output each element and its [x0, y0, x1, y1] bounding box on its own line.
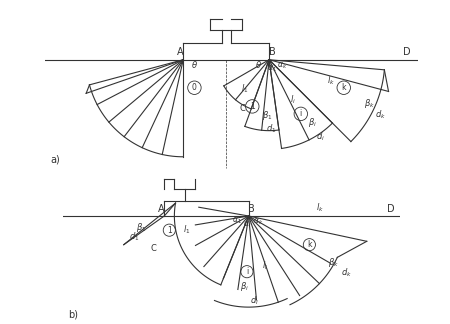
Text: D: D	[387, 204, 394, 214]
Text: $d_i$: $d_i$	[316, 131, 324, 144]
Text: $l_k$: $l_k$	[327, 75, 335, 87]
Text: $l_1$: $l_1$	[183, 224, 190, 237]
Text: $\theta$: $\theta$	[191, 59, 198, 70]
Text: C: C	[240, 104, 246, 113]
Text: 1: 1	[167, 226, 172, 235]
Text: k: k	[342, 83, 346, 92]
Text: $\beta_1$: $\beta_1$	[135, 221, 146, 234]
Text: i: i	[300, 110, 302, 118]
Text: $\alpha_k$: $\alpha_k$	[277, 61, 288, 71]
Text: $\beta_1$: $\beta_1$	[262, 109, 273, 122]
Text: $l_1$: $l_1$	[241, 83, 248, 95]
Text: $l_k$: $l_k$	[316, 202, 324, 214]
Text: $\theta$: $\theta$	[255, 59, 262, 70]
Text: $d_1$: $d_1$	[266, 122, 277, 135]
Text: B: B	[269, 47, 275, 57]
Text: $\alpha_k$: $\alpha_k$	[253, 216, 263, 227]
Text: a): a)	[51, 155, 60, 164]
Text: $\beta_k$: $\beta_k$	[364, 98, 375, 110]
Text: 0: 0	[192, 83, 197, 92]
Text: $\beta_i$: $\beta_i$	[240, 280, 249, 293]
Text: C: C	[151, 244, 157, 253]
Text: A: A	[158, 204, 165, 214]
Text: $d_1$: $d_1$	[129, 231, 139, 243]
Text: $\beta_i$: $\beta_i$	[308, 116, 317, 129]
Text: $\alpha_1$: $\alpha_1$	[233, 216, 243, 226]
Text: i: i	[246, 267, 248, 276]
Text: $l_i$: $l_i$	[262, 259, 268, 272]
Text: $d_k$: $d_k$	[342, 266, 352, 279]
Text: $\beta_k$: $\beta_k$	[328, 256, 339, 269]
Text: k: k	[307, 240, 311, 249]
Text: $\alpha_i$: $\alpha_i$	[243, 220, 251, 230]
Text: B: B	[248, 204, 255, 214]
Text: b): b)	[68, 309, 78, 319]
Text: $d_k$: $d_k$	[375, 109, 387, 121]
Text: $l_i$: $l_i$	[290, 94, 296, 106]
Text: $d_i$: $d_i$	[250, 295, 259, 307]
Text: D: D	[403, 47, 411, 57]
Text: A: A	[177, 47, 184, 57]
Text: 1: 1	[250, 102, 255, 111]
Text: $\alpha_1$: $\alpha_1$	[267, 64, 277, 75]
